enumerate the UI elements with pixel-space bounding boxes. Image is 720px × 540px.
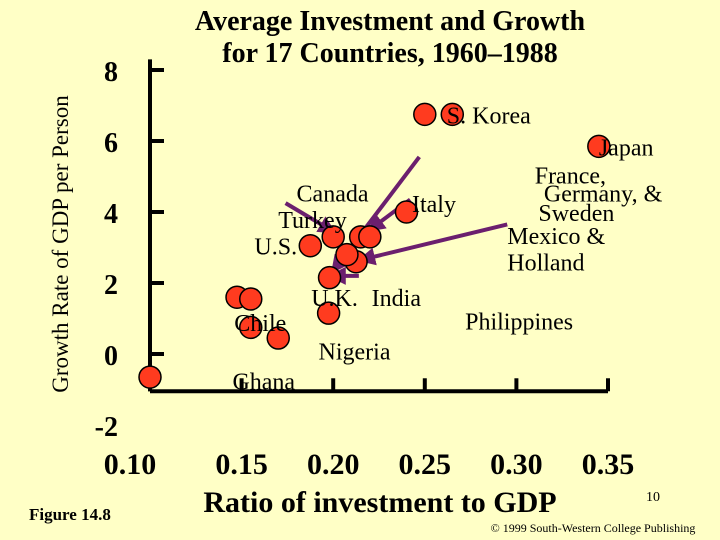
data-point: [298, 233, 323, 258]
country-label: Turkey: [278, 208, 346, 234]
data-point: [413, 102, 437, 127]
country-label: U.S.: [254, 235, 297, 261]
country-label: Ghana: [232, 370, 295, 396]
data-point: [335, 242, 359, 267]
country-label: Japan: [599, 135, 654, 161]
data-point: [239, 287, 263, 311]
x-tick-label: 0.20: [307, 448, 360, 481]
y-tick-label: 8: [104, 57, 118, 88]
data-point: [266, 326, 290, 350]
annotation-arrow: [284, 201, 337, 234]
chart-title-line-2: for 17 Countries, 1960–1988: [222, 38, 557, 69]
y-axis-label: Growth Rate of GDP per Person: [48, 95, 73, 393]
country-label: Germany, &: [544, 181, 663, 207]
y-tick-label: 2: [104, 270, 118, 301]
x-axis-label: Ratio of investment to GDP: [203, 486, 556, 519]
country-label: Canada: [297, 181, 369, 207]
country-label: Mexico &: [507, 224, 605, 250]
slide-number: 10: [646, 490, 660, 505]
data-point: [394, 200, 419, 224]
country-label: Holland: [507, 251, 584, 277]
y-tick-label: 0: [104, 341, 118, 372]
data-point: [587, 134, 611, 159]
data-point: [138, 365, 162, 389]
y-tick-label: -2: [95, 412, 118, 443]
x-tick-label: 0.10: [104, 448, 157, 481]
x-tick-label: 0.30: [490, 448, 543, 481]
country-label: Italy: [412, 192, 456, 218]
data-point: [239, 315, 263, 340]
country-label: France,: [535, 164, 606, 190]
y-tick-label: 6: [104, 128, 118, 159]
copyright-notice: © 1999 South-Western College Publishing: [491, 521, 696, 535]
country-label: Sweden: [538, 201, 614, 227]
data-point: [358, 225, 382, 249]
x-tick-label: 0.25: [399, 448, 452, 481]
data-point: [440, 102, 465, 127]
x-tick-label: 0.15: [215, 448, 268, 481]
country-label: Nigeria: [319, 339, 391, 365]
data-point: [316, 301, 341, 325]
country-label: Chile: [234, 311, 286, 337]
country-label: India: [372, 286, 422, 312]
x-tick-label: 0.35: [582, 448, 635, 481]
chart-title-line-1: Average Investment and Growth: [195, 6, 586, 37]
data-point: [321, 225, 345, 249]
country-labels: S. Korea Japan France,Germany, &Sweden Ital…: [232, 103, 662, 395]
axes: -2 0 2 4 6 8 0.10 0.15 0.20 0.25 0.30 0.35: [95, 57, 635, 481]
country-label: S. Korea: [447, 103, 531, 129]
figure-label: Figure 14.8: [29, 505, 111, 524]
y-tick-label: 4: [104, 199, 118, 230]
annotation-arrow: [357, 222, 508, 266]
country-label: Philippines: [465, 309, 573, 335]
data-points: [138, 102, 611, 389]
data-point: [317, 265, 342, 290]
country-label: U.K.: [311, 286, 358, 312]
